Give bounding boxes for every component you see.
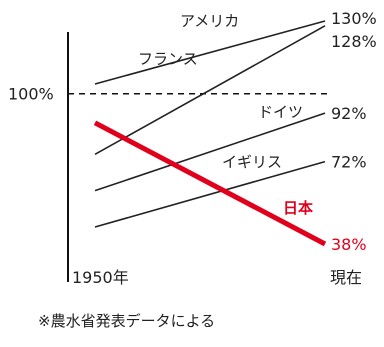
series-name-label-3: イギリス (222, 153, 282, 171)
series-line-4 (93, 120, 327, 247)
end-value-label-0: 130% (331, 9, 377, 28)
series-name-label-1: フランス (138, 50, 198, 68)
x-tick-label-0: 1950年 (72, 268, 129, 287)
series-line-1 (94, 25, 326, 156)
series-name-label-0: アメリカ (180, 12, 239, 30)
series-line-3 (94, 160, 326, 228)
x-tick-label-1: 現在 (330, 268, 362, 287)
series-name-label-4: 日本 (283, 199, 313, 217)
end-value-label-4: 38% (331, 235, 367, 254)
series-line-0 (94, 20, 326, 85)
end-value-label-2: 92% (331, 104, 367, 123)
series-name-label-2: ドイツ (258, 103, 303, 121)
series-line-2 (94, 112, 326, 192)
reference-label-100: 100% (8, 85, 54, 104)
source-note: ※農水省発表データによる (38, 312, 216, 330)
end-value-label-1: 128% (331, 32, 377, 51)
end-value-label-3: 72% (331, 153, 367, 172)
